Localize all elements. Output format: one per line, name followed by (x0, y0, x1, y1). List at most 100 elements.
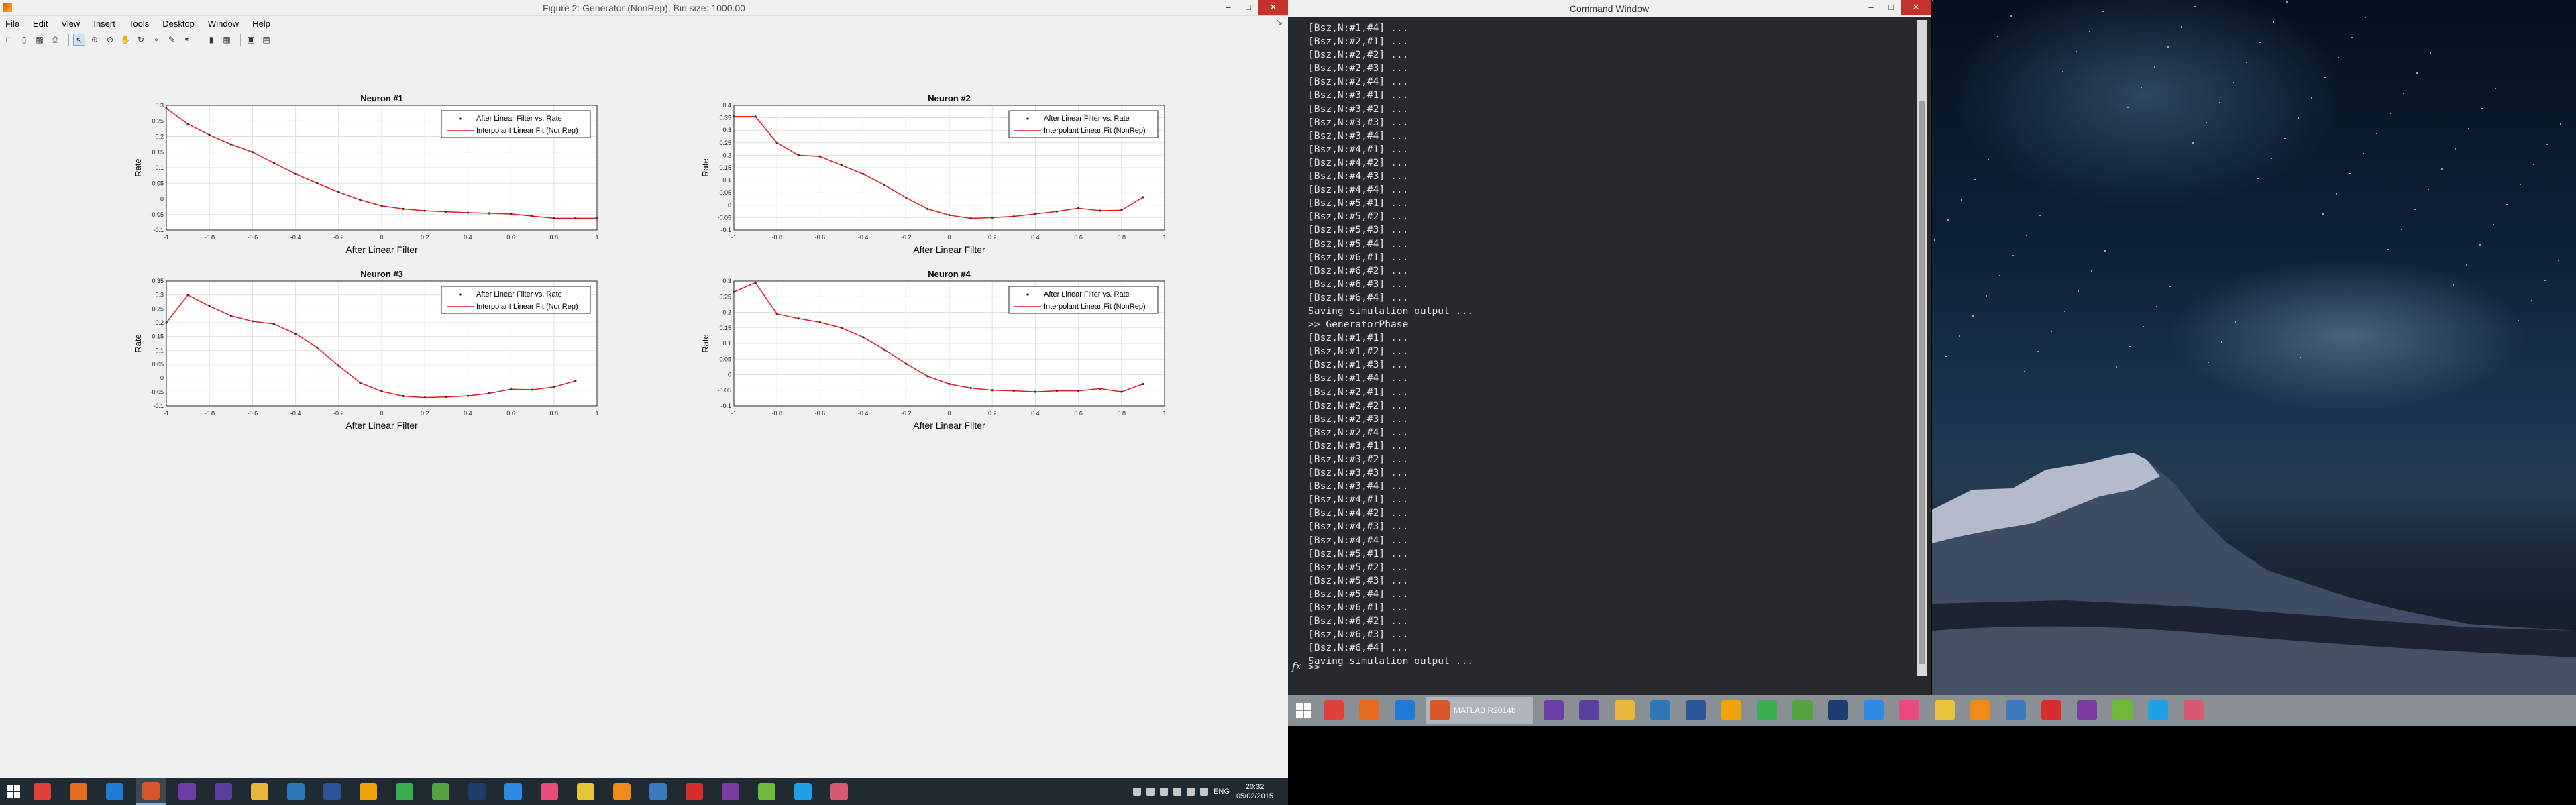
maximize-icon[interactable]: □ (1246, 2, 1251, 12)
menu-insert[interactable]: Insert (93, 18, 115, 29)
scrollbar-thumb[interactable] (1919, 101, 1925, 664)
taskbar-skype-button[interactable] (788, 778, 818, 805)
minimize-icon[interactable]: – (1226, 2, 1231, 12)
taskbar-matlab-button[interactable] (136, 778, 166, 805)
star (2298, 117, 2299, 119)
print-icon[interactable]: ⎙ (52, 34, 58, 44)
taskbar-word-button[interactable] (1681, 697, 1711, 724)
function-browser-icon[interactable]: fx (1292, 660, 1302, 672)
taskbar-paint-button[interactable] (824, 778, 855, 805)
link-icon[interactable]: ⚭ (183, 34, 191, 44)
taskbar-key-app-button[interactable] (1930, 697, 1960, 724)
menu-file[interactable]: File (5, 18, 19, 29)
taskbar-chrome-button[interactable] (1319, 697, 1348, 724)
taskbar-onenote-button[interactable] (2072, 697, 2102, 724)
taskbar-g-app-button[interactable] (1717, 697, 1746, 724)
taskbar-dropbox-button[interactable] (498, 778, 529, 805)
data-point (1120, 209, 1123, 211)
display-icon[interactable] (1160, 788, 1169, 796)
taskbar-recycle-button[interactable] (1752, 697, 1782, 724)
menu-tools[interactable]: Tools (128, 18, 150, 29)
taskbar-recycle-button[interactable] (389, 778, 420, 805)
taskbar-photoshop-button[interactable] (462, 778, 492, 805)
show-desktop-button[interactable] (1283, 778, 1288, 805)
taskbar-plane-app-button[interactable] (643, 778, 674, 805)
taskbar-key-app-button[interactable] (570, 778, 601, 805)
taskbar-onenote-button[interactable] (715, 778, 746, 805)
command-output-line: [Bsz,N:#1,#3] ... (1308, 359, 1409, 371)
taskbar-paint-button[interactable] (2179, 697, 2208, 724)
edit-plot-icon[interactable]: ↖ (73, 33, 85, 46)
colorbar-icon[interactable]: ▮ (209, 34, 214, 44)
rotate-icon[interactable]: ↻ (137, 34, 145, 44)
volume-icon[interactable] (1187, 788, 1195, 796)
legend-icon[interactable]: ▦ (223, 34, 231, 44)
command-window-title-bar[interactable]: Command Window – □ ✕ (1288, 0, 1931, 17)
language-indicator[interactable]: ENG (1214, 788, 1230, 796)
taskbar-photoshop-button[interactable] (1823, 697, 1853, 724)
taskbar-vlc-button[interactable] (606, 778, 637, 805)
taskbar-dropbox-button[interactable] (1859, 697, 1888, 724)
menu-desktop[interactable]: Desktop (162, 18, 195, 29)
maximize-icon[interactable]: □ (1888, 2, 1894, 12)
taskbar-g-app-button[interactable] (353, 778, 384, 805)
close-icon[interactable]: ✕ (1901, 0, 1931, 15)
taskbar-file-explorer-button[interactable] (1610, 697, 1640, 724)
taskbar-matlab-button[interactable]: MATLAB R2014b (1426, 697, 1533, 724)
save-icon[interactable]: ▩ (36, 34, 44, 44)
taskbar-vlc-button[interactable] (1966, 697, 1995, 724)
taskbar-huawei-button[interactable] (2037, 697, 2066, 724)
taskbar-itunes-button[interactable] (1894, 697, 1924, 724)
close-icon[interactable]: ✕ (1258, 0, 1288, 15)
x-tick-label: 1 (595, 410, 598, 417)
taskbar-plane-app-button[interactable] (2001, 697, 2031, 724)
brush-icon[interactable]: ✎ (168, 34, 176, 44)
taskbar-picture-viewer-button[interactable] (280, 778, 311, 805)
command-scrollbar[interactable] (1917, 20, 1927, 676)
taskbar-internet-explorer-button[interactable] (99, 778, 130, 805)
flag-icon[interactable] (1146, 788, 1155, 796)
menu-view[interactable]: View (61, 18, 80, 29)
show-tools-icon[interactable]: ▤ (262, 34, 270, 44)
taskbar-chrome-button[interactable] (27, 778, 58, 805)
network-icon[interactable] (1173, 788, 1182, 796)
taskbar-file-explorer-button[interactable] (244, 778, 275, 805)
menu-edit[interactable]: Edit (32, 18, 48, 29)
taskbar-word-button[interactable] (317, 778, 347, 805)
start-button[interactable] (1288, 695, 1319, 726)
zoom-out-icon[interactable]: ⊖ (106, 34, 114, 44)
taskbar-chat-button[interactable] (208, 778, 239, 805)
taskbar-visual-studio-button[interactable] (1539, 697, 1568, 724)
taskbar-upload-app-button[interactable] (2108, 697, 2137, 724)
taskbar-internet-explorer-button[interactable] (1390, 697, 1419, 724)
menu-help[interactable]: Help (252, 18, 270, 29)
taskbar-firefox-button[interactable] (1354, 697, 1384, 724)
taskbar-huawei-button[interactable] (679, 778, 710, 805)
taskbar-picture-viewer-button[interactable] (1646, 697, 1675, 724)
zoom-in-icon[interactable]: ⊕ (91, 34, 99, 44)
taskbar-upload-app-button[interactable] (751, 778, 782, 805)
taskbar-skype-button[interactable] (2143, 697, 2173, 724)
taskbar-itunes-button[interactable] (534, 778, 565, 805)
onenote-icon (722, 783, 739, 800)
menu-window[interactable]: Window (207, 18, 239, 29)
minimize-icon[interactable]: – (1868, 2, 1874, 12)
data-cursor-icon[interactable]: ⌖ (154, 34, 159, 44)
open-icon[interactable]: ▯ (21, 34, 27, 44)
taskbar-cube-app-button[interactable] (425, 778, 456, 805)
taskbar-visual-studio-button[interactable] (172, 778, 203, 805)
tray-up-icon[interactable] (1133, 788, 1142, 796)
y-tick-label: 0.35 (719, 115, 731, 121)
clock[interactable]: 20:32 05/02/2015 (1236, 782, 1273, 801)
pan-icon[interactable]: ✋ (120, 34, 131, 44)
battery-icon[interactable] (1200, 788, 1209, 796)
undock-icon[interactable]: ↘ (1275, 17, 1283, 27)
figure-title-bar[interactable]: Figure 2: Generator (NonRep), Bin size: … (0, 0, 1288, 16)
command-input[interactable]: fx >> (1288, 660, 1912, 676)
taskbar-cube-app-button[interactable] (1788, 697, 1817, 724)
taskbar-chat-button[interactable] (1574, 697, 1604, 724)
hide-tools-icon[interactable]: ▣ (247, 34, 255, 44)
start-button[interactable] (0, 778, 27, 805)
new-figure-icon[interactable]: □ (6, 34, 11, 44)
taskbar-firefox-button[interactable] (63, 778, 94, 805)
